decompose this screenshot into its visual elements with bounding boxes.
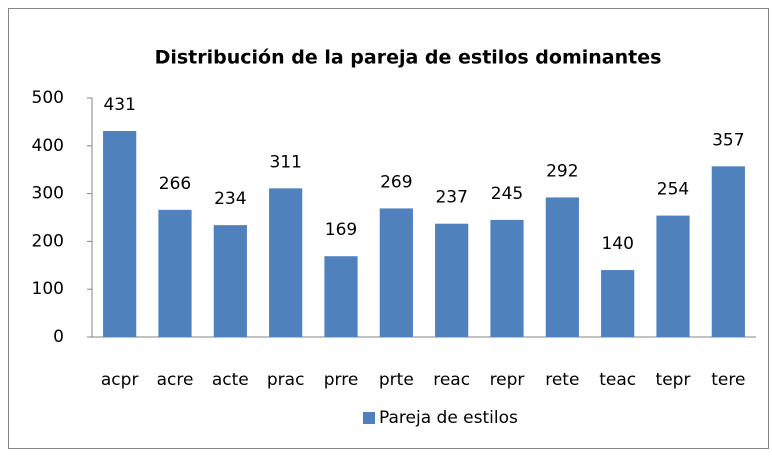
- x-tick-label: tepr: [656, 370, 691, 390]
- x-tick-label: prac: [267, 370, 305, 390]
- y-tick-label: 0: [53, 327, 64, 347]
- legend-swatch: [363, 412, 375, 424]
- y-tick-label: 200: [32, 231, 64, 251]
- bar: [324, 256, 358, 337]
- data-label: 237: [435, 188, 467, 208]
- data-label: 266: [159, 174, 191, 194]
- y-tick-label: 300: [32, 184, 64, 204]
- x-tick-label: teac: [599, 370, 636, 390]
- data-label: 169: [325, 220, 357, 240]
- bar: [379, 208, 413, 337]
- x-tick-label: acpr: [101, 370, 139, 390]
- bar: [435, 223, 469, 337]
- bar: [656, 215, 690, 337]
- bar: [490, 219, 524, 337]
- data-label: 292: [546, 161, 578, 181]
- x-tick-label: acte: [212, 370, 249, 390]
- bar: [213, 225, 247, 337]
- x-tick-label: rete: [545, 370, 579, 390]
- data-label: 357: [712, 130, 744, 150]
- data-label: 140: [601, 234, 633, 254]
- chart-title: Distribución de la pareja de estilos dom…: [155, 47, 662, 69]
- x-tick-label: prte: [379, 370, 414, 390]
- data-label: 431: [103, 95, 135, 115]
- data-label: 245: [491, 184, 523, 204]
- y-tick-label: 400: [32, 136, 64, 156]
- data-label: 234: [214, 189, 246, 209]
- y-tick-label: 500: [32, 88, 64, 108]
- data-label: 269: [380, 172, 412, 192]
- x-tick-label: tere: [711, 370, 745, 390]
- legend-label: Pareja de estilos: [379, 408, 518, 428]
- y-tick-label: 100: [32, 279, 64, 299]
- data-label: 311: [269, 152, 301, 172]
- x-tick-label: repr: [490, 370, 525, 390]
- bar: [545, 197, 579, 337]
- x-tick-label: reac: [433, 370, 470, 390]
- bar: [269, 188, 303, 337]
- bar: [711, 166, 745, 337]
- x-tick-label: acre: [157, 370, 194, 390]
- bar: [103, 130, 137, 337]
- x-tick-label: prre: [324, 370, 359, 390]
- bar: [601, 270, 635, 337]
- data-label: 254: [657, 180, 689, 200]
- bar: [158, 209, 192, 337]
